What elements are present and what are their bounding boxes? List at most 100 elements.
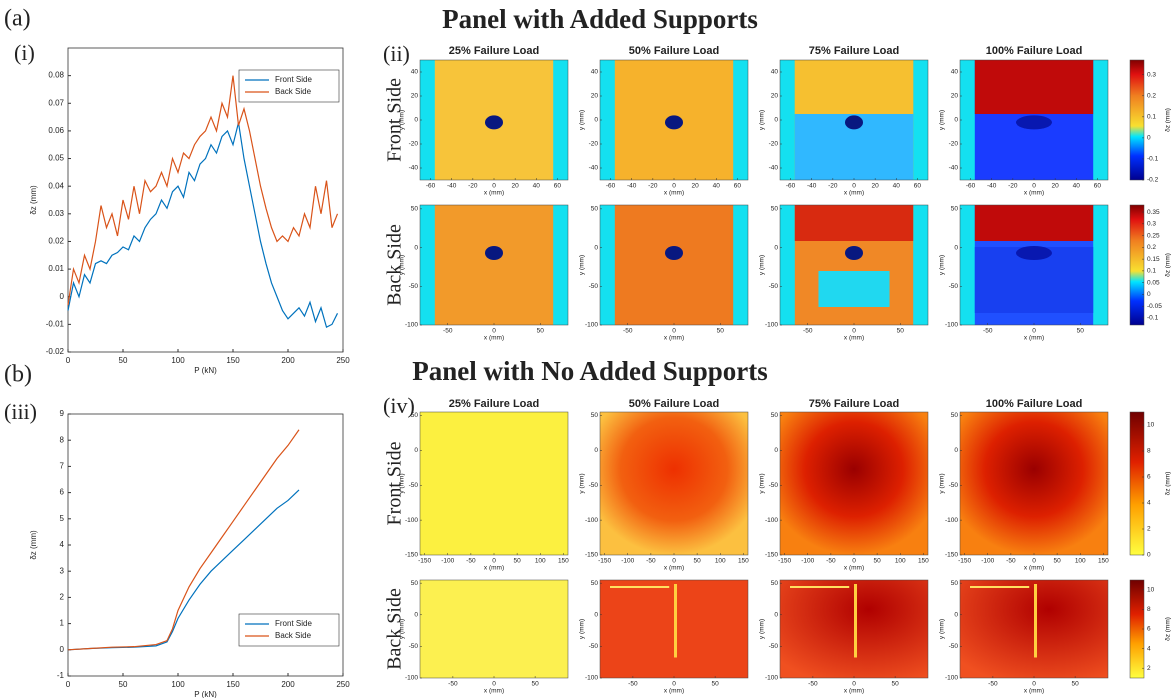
y-tick-label: -40 (409, 165, 419, 172)
x-tick-label: 0 (852, 681, 856, 688)
x-tick-label: 0 (852, 328, 856, 335)
y-tick-label: -150 (585, 552, 598, 559)
heatmap-low (818, 271, 889, 307)
x-tick-label: 200 (281, 680, 295, 689)
colorbar-tick-label: 0.1 (1147, 268, 1156, 275)
column-title: 25% Failure Load (449, 45, 539, 57)
x-tick-label: 150 (738, 558, 749, 565)
y-tick-label: 4 (60, 540, 65, 549)
y-tick-label: 50 (591, 580, 599, 587)
heatmap-fill (420, 580, 568, 678)
y-tick-label: 0.03 (48, 209, 64, 218)
colorbar-tick-label: 0.3 (1147, 71, 1156, 78)
legend-label: Back Side (275, 631, 312, 640)
colorbar-tick-label: 0.15 (1147, 256, 1160, 263)
colorbar-tick-label: 0.35 (1147, 209, 1160, 216)
y-tick-label: 40 (411, 69, 419, 76)
heatmap-blob (485, 115, 503, 129)
panel-label: (i) (14, 40, 35, 65)
y-tick-label: -0.01 (46, 319, 65, 328)
heatmap-fill (960, 412, 1108, 555)
x-tick-label: 250 (336, 356, 350, 365)
y-tick-label: 0 (594, 244, 598, 251)
x-tick-label: 20 (512, 183, 520, 190)
colorbar (1130, 205, 1144, 325)
y-tick-label: 0 (774, 447, 778, 454)
y-tick-label: 50 (591, 206, 599, 213)
y-tick-label: 0 (774, 244, 778, 251)
y-tick-label: 50 (411, 580, 419, 587)
x-tick-label: 200 (281, 356, 295, 365)
x-tick-label: -40 (987, 183, 997, 190)
x-tick-label: 100 (715, 558, 726, 565)
y-tick-label: 0 (60, 292, 65, 301)
legend-label: Back Side (275, 87, 312, 96)
colorbar-label: δz (mm) (1165, 253, 1172, 277)
x-tick-label: 0 (672, 558, 676, 565)
panel-label: (iii) (4, 399, 37, 424)
x-tick-label: 40 (1073, 183, 1081, 190)
heatmap-blob (1016, 115, 1052, 129)
x-tick-label: 60 (1094, 183, 1102, 190)
y-tick-label: 0 (414, 117, 418, 124)
y-tick-label: -150 (765, 552, 778, 559)
colorbar-tick-label: 10 (1147, 422, 1155, 429)
column-title: 25% Failure Load (449, 398, 539, 410)
y-tick-label: -40 (769, 165, 779, 172)
y-tick-label: -50 (409, 482, 419, 489)
x-tick-label: 0 (672, 328, 676, 335)
x-tick-label: -50 (646, 558, 656, 565)
colorbar-tick-label: 0.05 (1147, 279, 1160, 286)
y-tick-label: -100 (585, 322, 598, 329)
section-title: Panel with Added Supports (442, 4, 758, 34)
x-tick-label: 20 (872, 183, 880, 190)
y-axis-label: y (mm) (579, 473, 586, 493)
heatmap-fill (780, 412, 928, 555)
y-tick-label: -150 (945, 552, 958, 559)
x-tick-label: -60 (786, 183, 796, 190)
x-tick-label: 0 (852, 558, 856, 565)
column-title: 50% Failure Load (629, 45, 719, 57)
x-axis-label: x (mm) (1024, 335, 1044, 342)
x-tick-label: -50 (623, 328, 633, 335)
y-tick-label: -50 (949, 283, 959, 290)
y-tick-label: -40 (589, 165, 599, 172)
x-tick-label: 50 (711, 681, 719, 688)
y-axis-label: y (mm) (579, 110, 586, 130)
x-tick-label: 0 (66, 680, 71, 689)
colorbar-tick-label: 4 (1147, 645, 1151, 652)
heatmap-crack (610, 586, 669, 588)
x-axis-label: x (mm) (844, 190, 864, 197)
colorbar-label: δz (mm) (1165, 108, 1172, 132)
heatmap-crack (790, 586, 849, 588)
y-tick-label: -100 (945, 675, 958, 682)
y-tick-label: -50 (769, 643, 779, 650)
x-tick-label: 150 (918, 558, 929, 565)
x-tick-label: -50 (826, 558, 836, 565)
x-tick-label: 50 (897, 328, 905, 335)
y-tick-label: 50 (591, 412, 599, 419)
x-tick-label: -100 (621, 558, 634, 565)
colorbar-tick-label: 0.1 (1147, 114, 1156, 121)
y-tick-label: -1 (57, 671, 65, 680)
x-tick-label: -100 (801, 558, 814, 565)
x-axis-label: x (mm) (1024, 565, 1044, 572)
x-tick-label: 0 (492, 681, 496, 688)
y-tick-label: -100 (765, 322, 778, 329)
y-tick-label: 0.08 (48, 71, 64, 80)
colorbar-tick-label: -0.05 (1147, 303, 1162, 310)
x-tick-label: 40 (713, 183, 721, 190)
x-tick-label: 50 (119, 356, 128, 365)
y-axis-label: δz (mm) (29, 530, 38, 560)
x-axis-label: x (mm) (484, 335, 504, 342)
y-tick-label: 3 (60, 566, 65, 575)
x-tick-label: -150 (778, 558, 791, 565)
heatmap-blob (665, 115, 683, 129)
x-tick-label: 0 (1032, 558, 1036, 565)
y-tick-label: -100 (405, 322, 418, 329)
y-tick-label: 50 (951, 206, 959, 213)
x-tick-label: 250 (336, 680, 350, 689)
x-tick-label: -150 (598, 558, 611, 565)
heatmap-fill (600, 412, 748, 555)
y-tick-label: 40 (951, 69, 959, 76)
